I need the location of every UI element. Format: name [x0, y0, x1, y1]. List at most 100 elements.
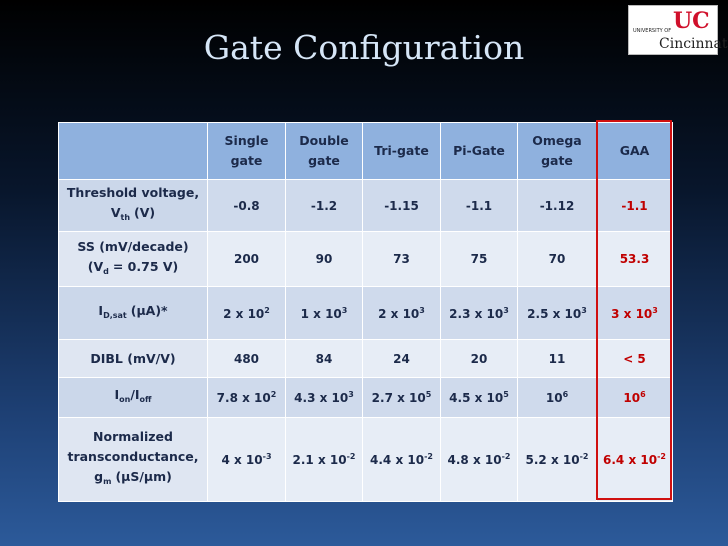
cell-exponent: -2	[424, 452, 433, 461]
row: Threshold voltage, Vth (V) -0.8 -1.2 -1.15 -1…	[58, 179, 673, 232]
table-cell: 200	[207, 231, 286, 287]
cell-text: 75	[470, 252, 488, 266]
cell-exponent: -2	[346, 452, 356, 461]
cell-text: -1.12	[539, 198, 575, 213]
cell-exponent: 3	[581, 305, 587, 315]
cell-text: < 5	[623, 351, 646, 366]
cell-text: 10	[545, 391, 563, 405]
table-cell: 7.8 x 102	[207, 377, 286, 418]
cell-exponent: -2	[501, 452, 511, 461]
header-cell: Pi-Gate	[440, 122, 518, 180]
label-sub: m	[103, 477, 112, 486]
cell-text: 70	[548, 252, 566, 266]
table-cell: 2.1 x 10-2	[285, 417, 363, 502]
cell-text: 2.5 x 10	[527, 306, 582, 321]
label-text: /I	[130, 387, 140, 402]
row-label: Ion/Ioff	[58, 377, 208, 418]
table-cell: 4.5 x 105	[440, 377, 518, 418]
table: Single gate Double gate Tri-gate Pi-Gate Ome…	[58, 122, 673, 502]
label-text: DIBL (mV/V)	[90, 350, 176, 366]
cell-text: 200	[233, 252, 260, 266]
table-cell: 2 x 103	[362, 286, 441, 340]
cell-exponent: -2	[579, 452, 589, 461]
label-text: (V	[87, 258, 104, 274]
table-cell: -1.12	[517, 179, 597, 232]
table-cell: -1.1	[596, 179, 673, 232]
row-label: DIBL (mV/V)	[58, 339, 208, 378]
table-cell: 480	[207, 339, 286, 378]
table-cell: -1.1	[440, 179, 518, 232]
cell-text: 53.3	[619, 252, 650, 266]
table-cell: 2.3 x 103	[440, 286, 518, 340]
table-cell: 73	[362, 231, 441, 287]
cell-text: -1.15	[384, 198, 419, 213]
cell-text: -1.1	[621, 198, 648, 213]
cell-text: -0.8	[233, 198, 260, 213]
label-sub: d	[103, 266, 109, 276]
cell-text: 90	[315, 252, 333, 266]
cell-text: 2.1 x 10	[292, 453, 347, 467]
label-text: Normalized	[93, 429, 173, 444]
cell-exponent: 3	[503, 305, 509, 315]
header-row: Single gate Double gate Tri-gate Pi-Gate Ome…	[58, 122, 673, 180]
logo-text: Cincinnati	[659, 36, 728, 52]
table-cell: 84	[285, 339, 363, 378]
cell-text: 2 x 10	[223, 306, 265, 321]
label-sub: off	[139, 395, 152, 404]
header-cell: Single gate	[207, 122, 286, 180]
cell-text: -1.2	[310, 198, 338, 213]
table-cell: 4.3 x 103	[285, 377, 363, 418]
cell-text: 2 x 10	[378, 306, 420, 321]
cell-text: 7.8 x 10	[216, 391, 271, 405]
row-label: ID,sat (µA)*	[58, 286, 208, 340]
table-cell: < 5	[596, 339, 673, 378]
cell-exponent: 6	[562, 390, 569, 399]
table-cell: 6.4 x 10-2	[596, 417, 673, 502]
table-cell: 5.2 x 10-2	[517, 417, 597, 502]
table-cell: 90	[285, 231, 363, 287]
cell-text: -1.1	[465, 198, 493, 213]
cell-exponent: 3	[652, 305, 658, 315]
cell-text: 4.5 x 10	[449, 391, 504, 405]
table-cell: 4.8 x 10-2	[440, 417, 518, 502]
table-cell: 20	[440, 339, 518, 378]
cell-text: 2.7 x 10	[371, 391, 426, 405]
cell-text: 480	[233, 351, 260, 366]
label-text: (µS/µm)	[115, 469, 172, 484]
label-text: SS (mV/decade)	[77, 238, 189, 254]
cell-text: 5.2 x 10	[525, 453, 580, 467]
header-cell: Double gate	[285, 122, 363, 180]
cell-exponent: 6	[640, 390, 646, 399]
table-cell: 3 x 103	[596, 286, 673, 340]
label-text: = 0.75 V)	[112, 258, 179, 274]
label-sub: D,sat	[103, 310, 127, 320]
cell-text: 73	[393, 252, 410, 266]
header-cell: Tri-gate	[362, 122, 441, 180]
row: SS (mV/decade) (Vd = 0.75 V) 200 90 73 75 70 53…	[58, 231, 673, 287]
label-text: Threshold voltage,	[66, 185, 200, 200]
cell-text: 20	[470, 351, 488, 366]
table-cell: 4.4 x 10-2	[362, 417, 441, 502]
cell-text: 2.3 x 10	[449, 306, 504, 321]
cell-text: 1 x 10	[300, 306, 342, 321]
row: ID,sat (µA)* 2 x 102 1 x 103 2 x 103 2.3 x 10…	[58, 286, 673, 340]
row: Normalized transconductance, gm (µS/µm) 4 …	[58, 417, 673, 502]
cell-exponent: 2	[270, 390, 277, 399]
table-cell: 2 x 102	[207, 286, 286, 340]
cell-text: 11	[548, 351, 566, 366]
row-label: Normalized transconductance, gm (µS/µm)	[58, 417, 208, 502]
cell-exponent: -3	[262, 452, 272, 461]
table-cell: 2.5 x 103	[517, 286, 597, 340]
header-cell: Omega gate	[517, 122, 597, 180]
cell-exponent: 3	[341, 305, 348, 315]
header-cell	[58, 122, 208, 180]
table-cell: 24	[362, 339, 441, 378]
label-text: transconductance,	[67, 449, 199, 464]
header-cell: GAA	[596, 122, 673, 180]
cell-text: 4.4 x 10	[370, 453, 425, 467]
cell-exponent: 5	[503, 390, 509, 399]
table-cell: -1.15	[362, 179, 441, 232]
table-cell: 70	[517, 231, 597, 287]
cell-exponent: -2	[657, 452, 666, 461]
